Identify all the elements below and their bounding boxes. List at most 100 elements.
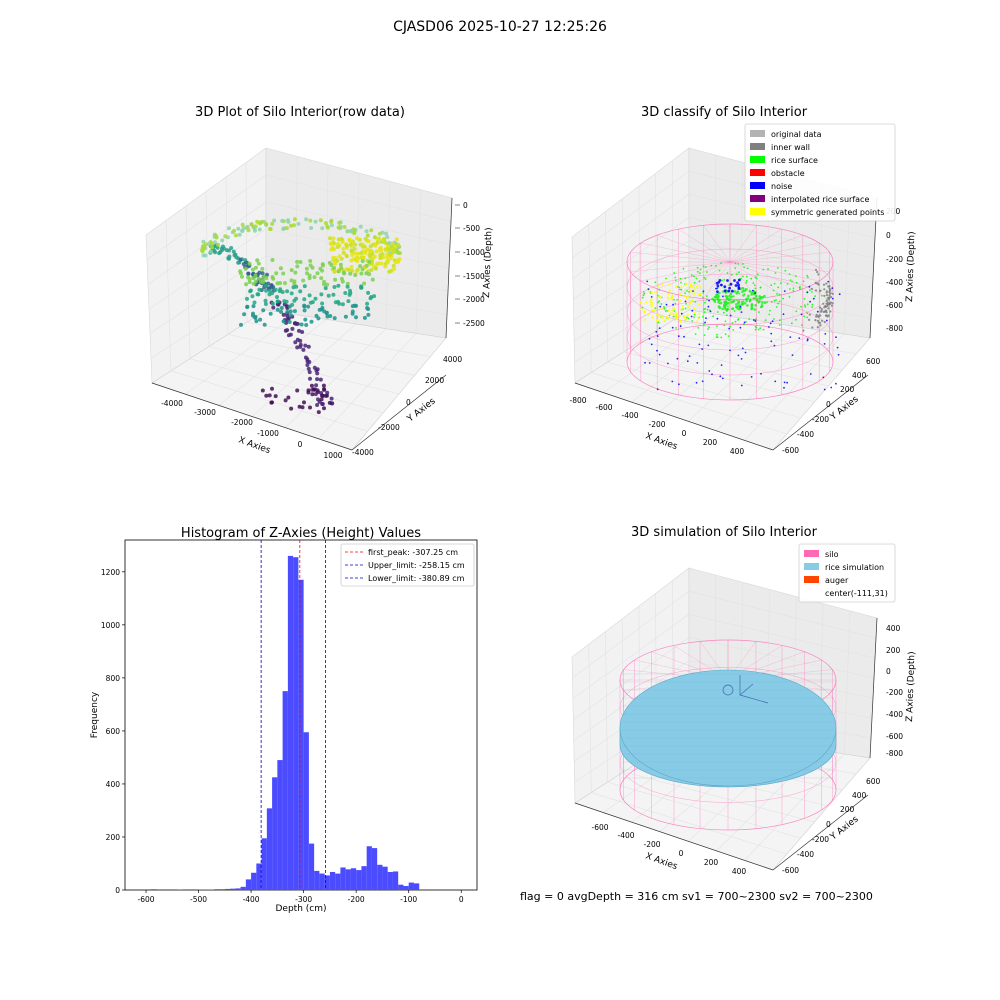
- data-point: [348, 271, 353, 276]
- silo-roof-line: [729, 225, 757, 263]
- data-point: [350, 268, 354, 273]
- grid-line: [591, 792, 787, 855]
- data-point: [735, 305, 738, 309]
- data-point: [346, 267, 351, 272]
- data-point: [263, 283, 268, 288]
- data-point: [298, 289, 303, 294]
- data-point: [369, 268, 374, 272]
- grid-line: [573, 637, 690, 720]
- data-point: [276, 302, 281, 307]
- data-point: [729, 325, 731, 328]
- data-point: [313, 219, 318, 224]
- data-point: [766, 301, 769, 303]
- data-point: [732, 329, 735, 331]
- data-point: [703, 311, 706, 313]
- histogram-y-axis-label: Frequency: [90, 691, 100, 738]
- grid-line: [265, 174, 452, 222]
- data-point: [759, 327, 762, 329]
- data-point: [231, 249, 236, 254]
- data-point: [806, 303, 809, 306]
- data-point: [383, 264, 388, 269]
- data-point: [240, 274, 244, 279]
- y-axis-line: [351, 374, 447, 451]
- y-tick-label: 1000: [101, 621, 120, 630]
- data-point: [750, 293, 753, 296]
- histogram-bar: [366, 846, 372, 890]
- x-axis-line: [574, 382, 774, 451]
- data-point: [342, 225, 347, 229]
- data-point: [320, 262, 325, 267]
- data-point: [329, 396, 334, 401]
- legend-swatch: [804, 563, 819, 570]
- x-tick-label: 0: [298, 440, 303, 449]
- data-point: [803, 298, 806, 300]
- histogram-bar: [251, 872, 257, 890]
- data-point: [736, 281, 739, 285]
- data-point: [236, 260, 241, 265]
- grid-line: [573, 263, 690, 342]
- data-point: [716, 311, 719, 313]
- data-point: [251, 311, 255, 316]
- simulation-y-axis-label: Y Axies: [828, 814, 861, 843]
- data-point: [783, 386, 785, 389]
- data-point: [312, 275, 317, 280]
- grid-line: [588, 644, 592, 793]
- silo-roof-line: [640, 261, 731, 282]
- data-point: [280, 218, 285, 223]
- data-point: [264, 222, 269, 226]
- auger-marker: [722, 684, 734, 696]
- data-point: [243, 266, 248, 271]
- data-point: [343, 314, 348, 319]
- data-point: [701, 380, 704, 383]
- x-tick-label: -3000: [194, 408, 216, 417]
- data-point: [297, 404, 302, 409]
- data-point: [306, 366, 311, 371]
- grid-line: [607, 361, 801, 419]
- legend-swatch: [750, 130, 765, 137]
- data-point: [302, 297, 307, 302]
- data-point: [286, 218, 290, 223]
- data-point: [263, 302, 268, 306]
- x-tick-label: -300: [295, 895, 312, 904]
- data-point: [715, 265, 717, 267]
- data-point: [639, 300, 643, 304]
- data-point: [770, 332, 773, 335]
- data-point: [816, 326, 819, 329]
- classify-z-axis-label: Z Axies (Depth): [905, 231, 917, 302]
- data-point: [711, 297, 714, 301]
- data-point: [773, 344, 776, 347]
- data-point: [286, 395, 291, 400]
- data-point: [367, 259, 372, 264]
- x-tick-label: -800: [569, 396, 586, 405]
- data-point: [753, 284, 756, 287]
- data-point: [752, 289, 754, 292]
- data-point: [698, 343, 701, 346]
- data-point: [693, 281, 696, 284]
- x-tick-label: -400: [243, 895, 260, 904]
- data-point: [789, 336, 792, 338]
- data-point: [315, 371, 320, 376]
- data-point: [308, 300, 313, 305]
- data-point: [722, 295, 724, 298]
- data-point: [386, 258, 391, 263]
- data-point: [716, 284, 720, 288]
- data-point: [337, 220, 342, 225]
- data-point: [691, 298, 694, 302]
- grid-line: [572, 590, 690, 679]
- data-point: [340, 302, 345, 307]
- data-point: [784, 269, 787, 272]
- data-point: [663, 307, 666, 310]
- data-point: [738, 307, 741, 311]
- data-point: [723, 289, 727, 293]
- data-point: [674, 279, 677, 282]
- data-point: [305, 363, 310, 367]
- data-point: [679, 277, 682, 280]
- data-point: [373, 243, 378, 248]
- data-point: [741, 347, 744, 350]
- data-point: [283, 398, 288, 403]
- data-point: [646, 280, 649, 283]
- data-point: [247, 280, 252, 285]
- y-tick-label: -200: [812, 835, 829, 844]
- data-point: [696, 362, 699, 364]
- data-point: [835, 382, 837, 385]
